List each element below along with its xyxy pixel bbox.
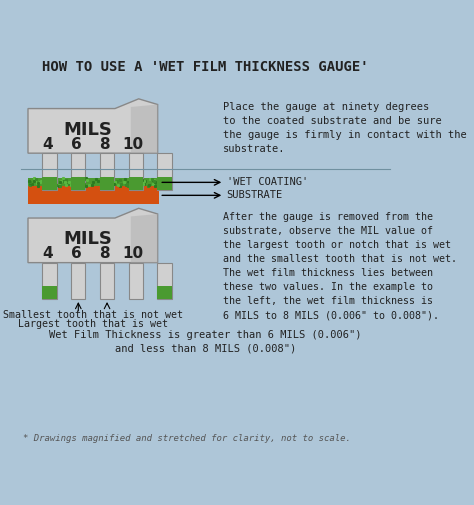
Bar (128, 153, 143, 190)
Text: Wet Film Thickness is greater than 6 MILS (0.006")
and less than 8 MILS (0.008"): Wet Film Thickness is greater than 6 MIL… (49, 330, 362, 354)
Bar (71, 263, 85, 299)
Text: 8: 8 (99, 246, 110, 262)
Text: 4: 4 (42, 246, 53, 262)
Bar (28, 178, 159, 186)
Text: * Drawings magnified and stretched for clarity, not to scale.: * Drawings magnified and stretched for c… (23, 434, 351, 443)
Bar (42, 286, 57, 299)
Bar (42, 263, 57, 299)
Text: 10: 10 (122, 246, 144, 262)
Text: After the gauge is removed from the
substrate, observe the MIL value of
the larg: After the gauge is removed from the subs… (223, 213, 456, 320)
Bar (100, 153, 114, 190)
Bar (157, 263, 172, 299)
Bar (128, 263, 143, 299)
Text: Place the gauge at ninety degrees
to the coated substrate and be sure
the gauge : Place the gauge at ninety degrees to the… (223, 102, 466, 154)
Bar (71, 153, 85, 190)
Text: MILS: MILS (64, 121, 112, 139)
Text: 'WET COATING': 'WET COATING' (227, 177, 308, 187)
Text: Largest tooth that is wet: Largest tooth that is wet (18, 319, 168, 329)
FancyBboxPatch shape (28, 109, 158, 153)
Polygon shape (28, 208, 158, 263)
Polygon shape (131, 214, 158, 263)
Text: MILS: MILS (64, 230, 112, 248)
Bar (157, 286, 172, 299)
Bar (42, 177, 57, 190)
Text: 6: 6 (71, 246, 82, 262)
Text: 6: 6 (71, 137, 82, 152)
Text: 10: 10 (122, 137, 144, 152)
Bar (157, 153, 172, 190)
Polygon shape (28, 99, 158, 153)
Text: HOW TO USE A 'WET FILM THICKNESS GAUGE': HOW TO USE A 'WET FILM THICKNESS GAUGE' (42, 60, 369, 74)
Text: Smallest tooth that is not wet: Smallest tooth that is not wet (3, 310, 183, 320)
Text: 8: 8 (99, 137, 110, 152)
Bar (100, 177, 114, 190)
Bar (71, 177, 85, 190)
Bar (157, 177, 172, 190)
Bar (42, 153, 57, 190)
FancyBboxPatch shape (28, 218, 158, 263)
Bar (128, 177, 143, 190)
Polygon shape (131, 105, 158, 153)
Text: 4: 4 (42, 137, 53, 152)
Bar (100, 263, 114, 299)
Text: SUBSTRATE: SUBSTRATE (227, 190, 283, 200)
Bar (28, 186, 159, 204)
